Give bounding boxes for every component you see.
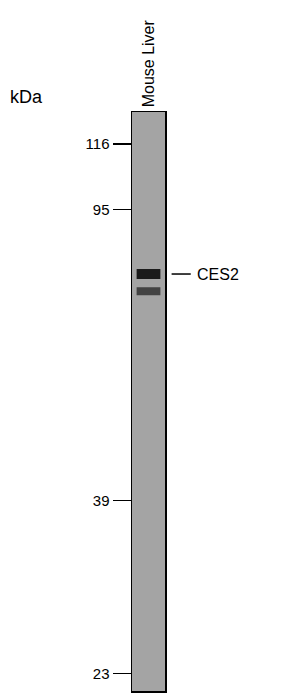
svg-text:CES2: CES2	[197, 266, 239, 283]
svg-text:39: 39	[93, 492, 110, 509]
svg-text:23: 23	[93, 665, 110, 682]
svg-text:kDa: kDa	[10, 87, 43, 107]
svg-text:95: 95	[93, 201, 110, 218]
svg-text:116: 116	[86, 135, 110, 152]
svg-text:Mouse Liver: Mouse Liver	[140, 19, 157, 107]
